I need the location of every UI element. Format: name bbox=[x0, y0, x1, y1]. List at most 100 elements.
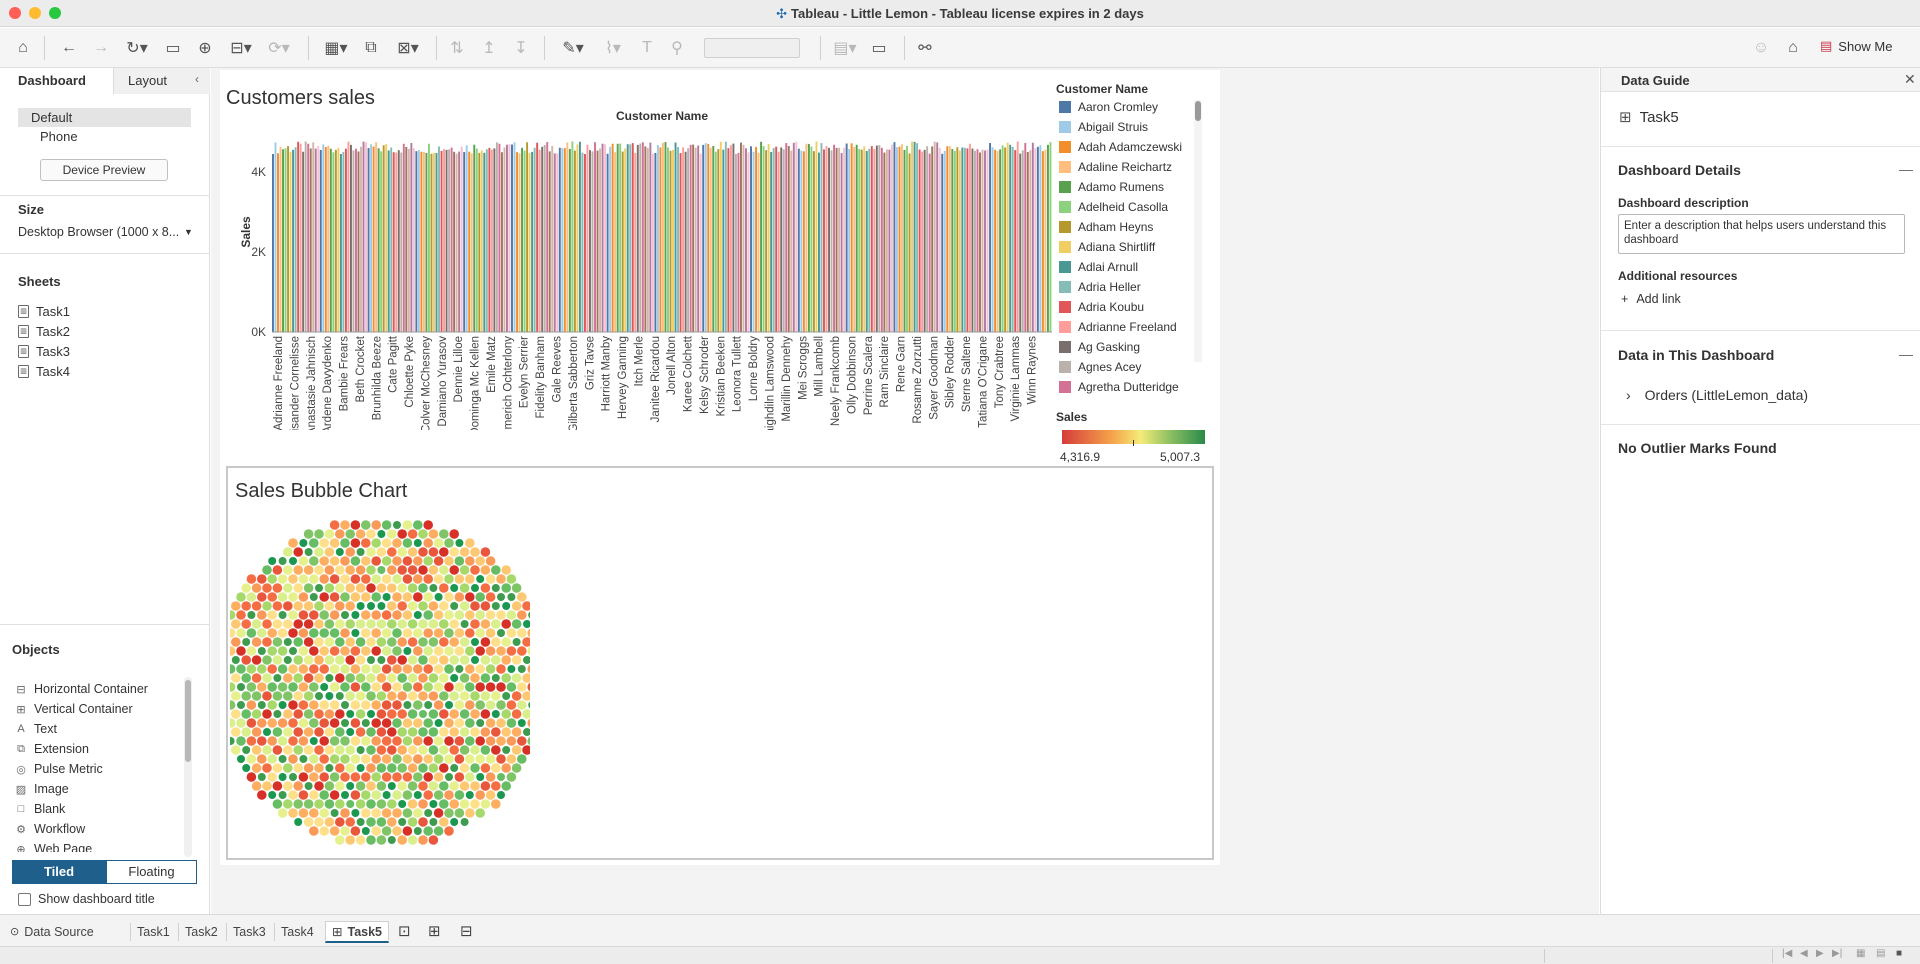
bar[interactable] bbox=[833, 144, 836, 332]
bar[interactable] bbox=[493, 148, 496, 332]
bubble[interactable] bbox=[428, 547, 439, 557]
bubble[interactable] bbox=[293, 727, 303, 737]
bubble[interactable] bbox=[454, 700, 465, 710]
bubble[interactable] bbox=[231, 656, 240, 664]
bubble[interactable] bbox=[340, 556, 350, 566]
data-source-row[interactable]: › Orders (LittleLemon_data) bbox=[1626, 387, 1809, 403]
bar[interactable] bbox=[584, 153, 586, 332]
bubble[interactable] bbox=[480, 637, 491, 647]
bubble[interactable] bbox=[236, 664, 246, 674]
bubble[interactable] bbox=[309, 628, 319, 638]
bubble[interactable] bbox=[491, 710, 500, 718]
bubble[interactable] bbox=[407, 547, 418, 557]
bubble[interactable] bbox=[428, 691, 439, 701]
bubble[interactable] bbox=[433, 754, 444, 764]
bubble[interactable] bbox=[340, 664, 350, 674]
bubble[interactable] bbox=[491, 691, 501, 701]
bubble[interactable] bbox=[272, 619, 283, 629]
bar[interactable] bbox=[443, 149, 446, 332]
tiled-button[interactable]: Tiled bbox=[12, 860, 106, 884]
bubble[interactable] bbox=[341, 791, 349, 799]
bubble[interactable] bbox=[413, 754, 423, 764]
bubble[interactable] bbox=[381, 556, 392, 566]
bubble[interactable] bbox=[340, 736, 350, 746]
bubble[interactable] bbox=[314, 565, 324, 575]
bar[interactable] bbox=[558, 147, 561, 332]
bubble[interactable] bbox=[325, 692, 334, 700]
bubble[interactable] bbox=[470, 709, 480, 719]
bubble[interactable] bbox=[470, 745, 480, 755]
bubble[interactable] bbox=[507, 665, 516, 673]
bubble[interactable] bbox=[491, 799, 501, 809]
bubble[interactable] bbox=[277, 574, 288, 584]
bar[interactable] bbox=[475, 148, 478, 332]
bubble[interactable] bbox=[230, 664, 236, 674]
bubble[interactable] bbox=[501, 781, 512, 791]
highlight-icon[interactable]: ✎▾ bbox=[562, 40, 584, 57]
bubble[interactable] bbox=[418, 583, 428, 593]
bar[interactable] bbox=[334, 149, 337, 332]
bubble[interactable] bbox=[298, 718, 309, 728]
bar[interactable] bbox=[506, 144, 508, 332]
bubble[interactable] bbox=[407, 781, 418, 791]
bar[interactable] bbox=[677, 147, 680, 332]
bubble[interactable] bbox=[355, 655, 366, 665]
bar[interactable] bbox=[729, 145, 732, 332]
next-page-icon[interactable]: ▶ bbox=[1816, 948, 1824, 959]
bubble[interactable] bbox=[454, 556, 465, 566]
chevron-down-icon[interactable]: ▼ bbox=[184, 227, 193, 237]
bubble[interactable] bbox=[283, 601, 293, 611]
bubble[interactable] bbox=[485, 556, 496, 566]
bar[interactable] bbox=[1001, 145, 1004, 332]
bubble[interactable] bbox=[319, 664, 329, 674]
bubble[interactable] bbox=[444, 538, 454, 548]
bubble[interactable] bbox=[402, 556, 413, 566]
bubble[interactable] bbox=[402, 682, 413, 692]
bubble[interactable] bbox=[303, 655, 314, 665]
bar[interactable] bbox=[568, 148, 571, 332]
bubble[interactable] bbox=[350, 664, 361, 674]
bubble[interactable] bbox=[288, 574, 298, 584]
bubble[interactable] bbox=[402, 718, 413, 728]
bubble[interactable] bbox=[470, 547, 480, 557]
bar[interactable] bbox=[870, 146, 873, 332]
bubble[interactable] bbox=[293, 565, 303, 575]
show-me-button[interactable]: ▤ Show Me bbox=[1820, 38, 1893, 54]
bar[interactable] bbox=[390, 147, 393, 332]
bubble[interactable] bbox=[231, 691, 241, 701]
bubble[interactable] bbox=[377, 656, 386, 664]
ai-assistant-icon[interactable]: ☺ bbox=[1752, 39, 1770, 56]
bubble[interactable] bbox=[257, 628, 267, 638]
bubble[interactable] bbox=[454, 646, 465, 656]
bar[interactable] bbox=[324, 146, 327, 332]
bar[interactable] bbox=[614, 152, 617, 332]
bubble[interactable] bbox=[480, 763, 491, 773]
bar[interactable] bbox=[911, 141, 914, 332]
bubble[interactable] bbox=[361, 610, 371, 620]
bubble[interactable] bbox=[407, 691, 418, 701]
bar[interactable] bbox=[694, 147, 697, 332]
bubble[interactable] bbox=[444, 682, 454, 692]
bubble[interactable] bbox=[329, 610, 340, 620]
bar[interactable] bbox=[417, 150, 420, 332]
bar[interactable] bbox=[299, 143, 302, 332]
bar[interactable] bbox=[901, 144, 903, 332]
bubble[interactable] bbox=[475, 664, 485, 674]
bubble[interactable] bbox=[449, 745, 459, 755]
bar[interactable] bbox=[823, 149, 825, 332]
bubble[interactable] bbox=[387, 565, 397, 575]
bubble[interactable] bbox=[471, 584, 479, 592]
bubble[interactable] bbox=[439, 655, 449, 665]
bubble[interactable] bbox=[454, 574, 465, 584]
bubble[interactable] bbox=[335, 709, 345, 719]
bubble[interactable] bbox=[376, 637, 387, 647]
bubble[interactable] bbox=[340, 538, 350, 548]
bubble[interactable] bbox=[387, 619, 397, 629]
bubble[interactable] bbox=[501, 763, 512, 773]
bar[interactable] bbox=[289, 151, 292, 332]
bar[interactable] bbox=[312, 142, 315, 332]
bubble[interactable] bbox=[257, 664, 267, 674]
bubble[interactable] bbox=[517, 700, 527, 710]
bar[interactable] bbox=[556, 153, 559, 332]
bubble[interactable] bbox=[387, 691, 397, 701]
